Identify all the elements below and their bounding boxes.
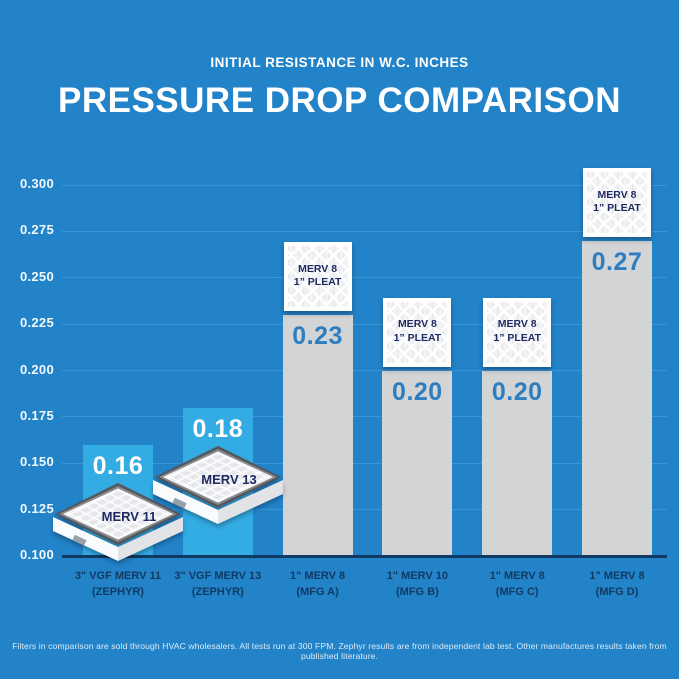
bar-category-label: 1" MERV 8 (MFG D) bbox=[555, 569, 679, 601]
filter-image-label: 1” PLEAT bbox=[493, 332, 542, 344]
bar-value: 0.20 bbox=[491, 377, 543, 406]
y-tick-label: 0.275 bbox=[19, 222, 54, 238]
category-line-1: 1" MERV 10 bbox=[386, 570, 449, 582]
filter-image-label: 1” PLEAT bbox=[593, 202, 641, 215]
axis-baseline bbox=[62, 555, 667, 558]
bar-category-label: 1" MERV 10 (MFG B) bbox=[355, 569, 479, 601]
filter-image-label: MERV 8 bbox=[397, 318, 437, 331]
y-tick-label: 0.200 bbox=[19, 361, 54, 377]
bar-value: 0.23 bbox=[292, 321, 343, 350]
category-line-2: (ZEPHYR) bbox=[92, 585, 144, 598]
y-tick-label: 0.250 bbox=[19, 268, 54, 284]
bar-category-label: 3" VGF MERV 11 (ZEPHYR) bbox=[56, 569, 180, 601]
category-line-1: 1" MERV 8 bbox=[589, 570, 645, 582]
filter-image-flat: MERV 8 1” PLEAT bbox=[483, 297, 552, 367]
category-line-1: 1" MERV 8 bbox=[489, 570, 545, 582]
filter-image-label: MERV 8 bbox=[497, 318, 537, 331]
gridline bbox=[62, 416, 667, 418]
pleated-filter-3d-icon: MERV 13 bbox=[152, 445, 283, 524]
gridline bbox=[62, 323, 667, 325]
svg-text:MERV 11: MERV 11 bbox=[102, 509, 157, 524]
bar-category-label: 1" MERV 8 (MFG C) bbox=[455, 569, 579, 601]
category-line-1: 1" MERV 8 bbox=[290, 570, 346, 582]
bar-category-label: 3" VGF MERV 13 (ZEPHYR) bbox=[156, 569, 280, 601]
category-line-2: (MFG D) bbox=[595, 585, 639, 598]
gridline bbox=[62, 230, 667, 232]
y-tick-label: 0.125 bbox=[19, 500, 54, 516]
gridline bbox=[62, 184, 667, 186]
category-line-1: 3" VGF MERV 11 bbox=[74, 570, 162, 582]
category-line-2: (ZEPHYR) bbox=[191, 585, 244, 598]
filter-image-label: MERV 8 bbox=[298, 262, 338, 275]
category-line-2: (MFG A) bbox=[296, 585, 339, 598]
filter-image-perspective: MERV 13 bbox=[152, 444, 283, 530]
bar-value: 0.27 bbox=[591, 247, 643, 276]
gridline bbox=[62, 509, 667, 511]
y-tick-label: 0.150 bbox=[19, 454, 54, 470]
y-tick-label: 0.175 bbox=[19, 407, 54, 423]
bar-category-label: 1" MERV 8 (MFG A) bbox=[256, 569, 380, 601]
y-tick-label: 0.300 bbox=[19, 176, 54, 191]
filter-image-perspective: MERV 11 bbox=[53, 481, 183, 567]
gridline bbox=[62, 462, 667, 464]
filter-image-flat: MERV 8 1” PLEAT bbox=[383, 297, 452, 367]
bar-value: 0.16 bbox=[92, 451, 144, 480]
gridline bbox=[62, 370, 667, 371]
filter-image-flat: MERV 8 1” PLEAT bbox=[283, 241, 352, 311]
category-line-2: (MFG C) bbox=[495, 585, 539, 598]
footnote: Filters in comparison are sold through H… bbox=[12, 641, 667, 661]
gridline bbox=[62, 277, 667, 279]
bar bbox=[582, 240, 652, 556]
pleated-filter-3d-icon: MERV 11 bbox=[53, 482, 183, 561]
filter-image-label: 1” PLEAT bbox=[293, 276, 342, 289]
bar-value: 0.20 bbox=[392, 377, 443, 406]
y-tick-label: 0.225 bbox=[19, 315, 54, 331]
y-tick-label: 0.100 bbox=[19, 547, 54, 562]
chart-subtitle: INITIAL RESISTANCE IN W.C. INCHES bbox=[210, 55, 469, 70]
bar bbox=[382, 370, 453, 556]
chart-title: PRESSURE DROP COMPARISON bbox=[57, 81, 621, 120]
bar bbox=[282, 314, 353, 556]
filter-image-label: MERV 8 bbox=[597, 188, 637, 201]
category-line-1: 3" VGF MERV 13 bbox=[174, 570, 262, 582]
bar-value: 0.18 bbox=[192, 414, 244, 443]
svg-text:MERV 13: MERV 13 bbox=[201, 472, 256, 487]
filter-image-label: 1” PLEAT bbox=[393, 332, 442, 344]
category-line-2: (MFG B) bbox=[396, 585, 439, 598]
bar bbox=[482, 370, 553, 556]
filter-image-flat: MERV 8 1” PLEAT bbox=[583, 167, 651, 237]
